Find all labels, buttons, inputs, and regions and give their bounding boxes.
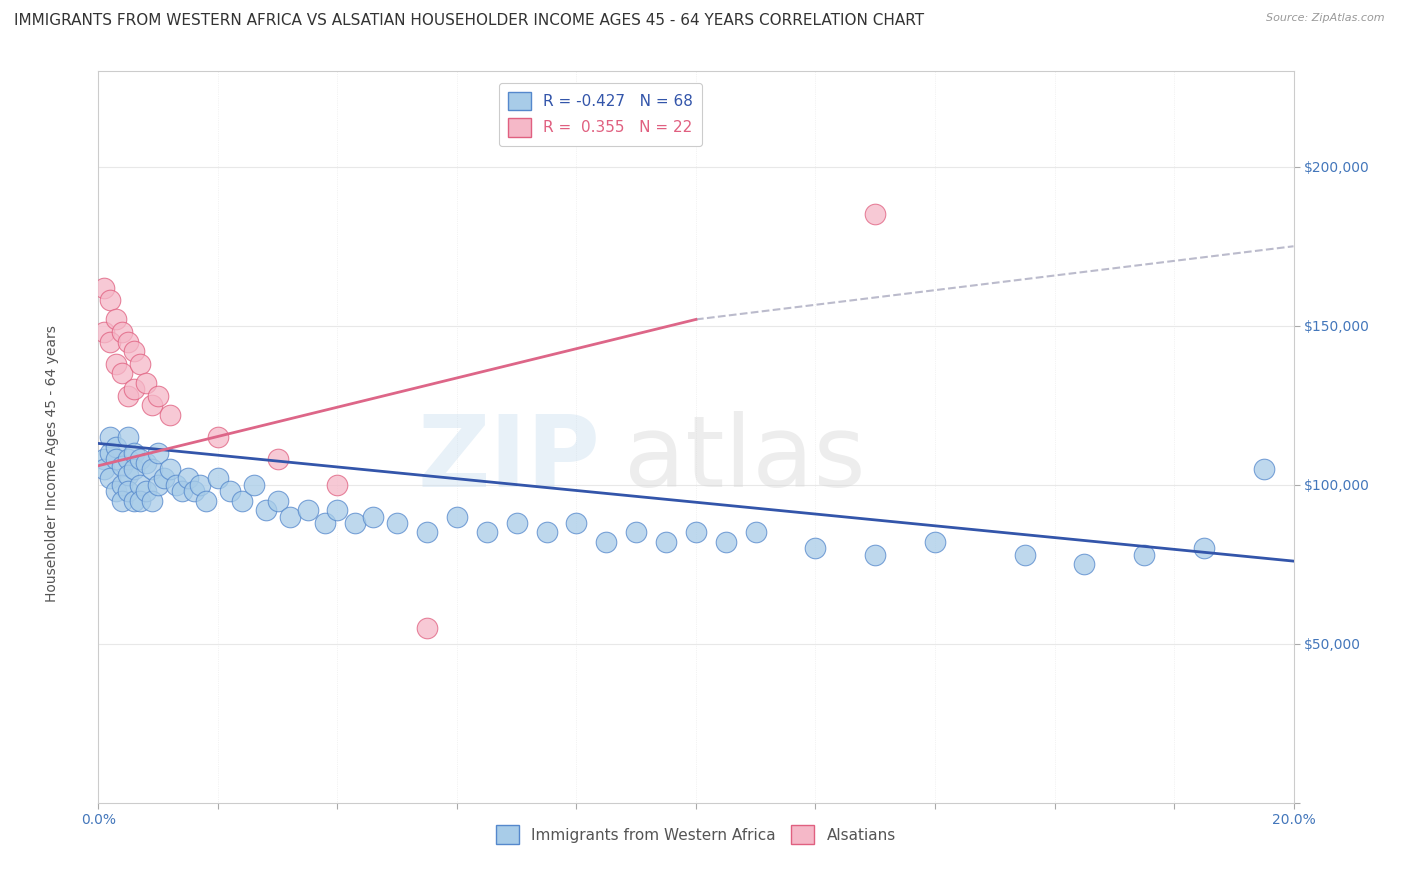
Point [153, 471, 176, 485]
Point [159, 408, 181, 422]
Point [1014, 548, 1036, 562]
Point [865, 548, 887, 562]
Point [98, 446, 122, 460]
Point [98, 293, 122, 308]
Point [105, 452, 128, 467]
Point [1133, 548, 1156, 562]
Point [267, 452, 290, 467]
Point [297, 503, 319, 517]
Point [315, 516, 337, 530]
Point [135, 484, 157, 499]
Point [207, 471, 229, 485]
Point [98, 430, 122, 444]
Point [267, 493, 290, 508]
Legend: Immigrants from Western Africa, Alsatians: Immigrants from Western Africa, Alsatian… [491, 819, 901, 850]
Point [536, 525, 558, 540]
Point [93, 452, 115, 467]
Text: atlas: atlas [624, 410, 866, 508]
Point [117, 389, 139, 403]
Point [506, 516, 529, 530]
Point [135, 456, 157, 470]
Point [111, 477, 134, 491]
Point [188, 477, 211, 491]
Point [231, 493, 253, 508]
Point [243, 477, 266, 491]
Point [326, 503, 349, 517]
Point [148, 446, 170, 460]
Point [183, 484, 205, 499]
Point [416, 525, 439, 540]
Point [105, 484, 128, 499]
Point [124, 446, 146, 460]
Point [117, 430, 139, 444]
Point [595, 535, 617, 549]
Point [924, 535, 946, 549]
Point [93, 462, 115, 476]
Point [124, 462, 146, 476]
Point [105, 312, 128, 326]
Point [124, 344, 146, 359]
Point [1073, 558, 1095, 572]
Point [565, 516, 588, 530]
Point [105, 357, 128, 371]
Point [141, 462, 163, 476]
Text: Source: ZipAtlas.com: Source: ZipAtlas.com [1267, 13, 1385, 23]
Point [177, 471, 200, 485]
Point [416, 621, 439, 635]
Point [219, 484, 242, 499]
Point [117, 484, 139, 499]
Point [148, 389, 170, 403]
Point [745, 525, 768, 540]
Point [159, 462, 181, 476]
Point [93, 280, 115, 294]
Point [111, 458, 134, 473]
Point [655, 535, 678, 549]
Point [804, 541, 827, 556]
Point [278, 509, 301, 524]
Text: Householder Income Ages 45 - 64 years: Householder Income Ages 45 - 64 years [45, 326, 59, 602]
Point [148, 477, 170, 491]
Point [129, 477, 152, 491]
Point [98, 334, 122, 349]
Point [344, 516, 367, 530]
Point [714, 535, 737, 549]
Point [1253, 462, 1275, 476]
Text: ZIP: ZIP [418, 410, 600, 508]
Point [117, 468, 139, 483]
Point [326, 477, 349, 491]
Point [129, 493, 152, 508]
Point [117, 334, 139, 349]
Point [111, 325, 134, 339]
Point [207, 430, 229, 444]
Point [626, 525, 648, 540]
Point [105, 440, 128, 454]
Point [111, 493, 134, 508]
Point [129, 357, 152, 371]
Point [117, 452, 139, 467]
Point [93, 325, 115, 339]
Point [446, 509, 468, 524]
Point [172, 484, 194, 499]
Point [385, 516, 409, 530]
Point [865, 207, 887, 221]
Point [254, 503, 277, 517]
Point [1192, 541, 1215, 556]
Point [124, 383, 146, 397]
Text: IMMIGRANTS FROM WESTERN AFRICA VS ALSATIAN HOUSEHOLDER INCOME AGES 45 - 64 YEARS: IMMIGRANTS FROM WESTERN AFRICA VS ALSATI… [14, 13, 924, 29]
Point [475, 525, 498, 540]
Point [141, 398, 163, 412]
Point [135, 376, 157, 390]
Point [685, 525, 707, 540]
Point [165, 477, 187, 491]
Point [141, 493, 163, 508]
Point [363, 509, 385, 524]
Point [111, 367, 134, 381]
Point [129, 452, 152, 467]
Point [195, 493, 218, 508]
Point [124, 493, 146, 508]
Point [98, 471, 122, 485]
